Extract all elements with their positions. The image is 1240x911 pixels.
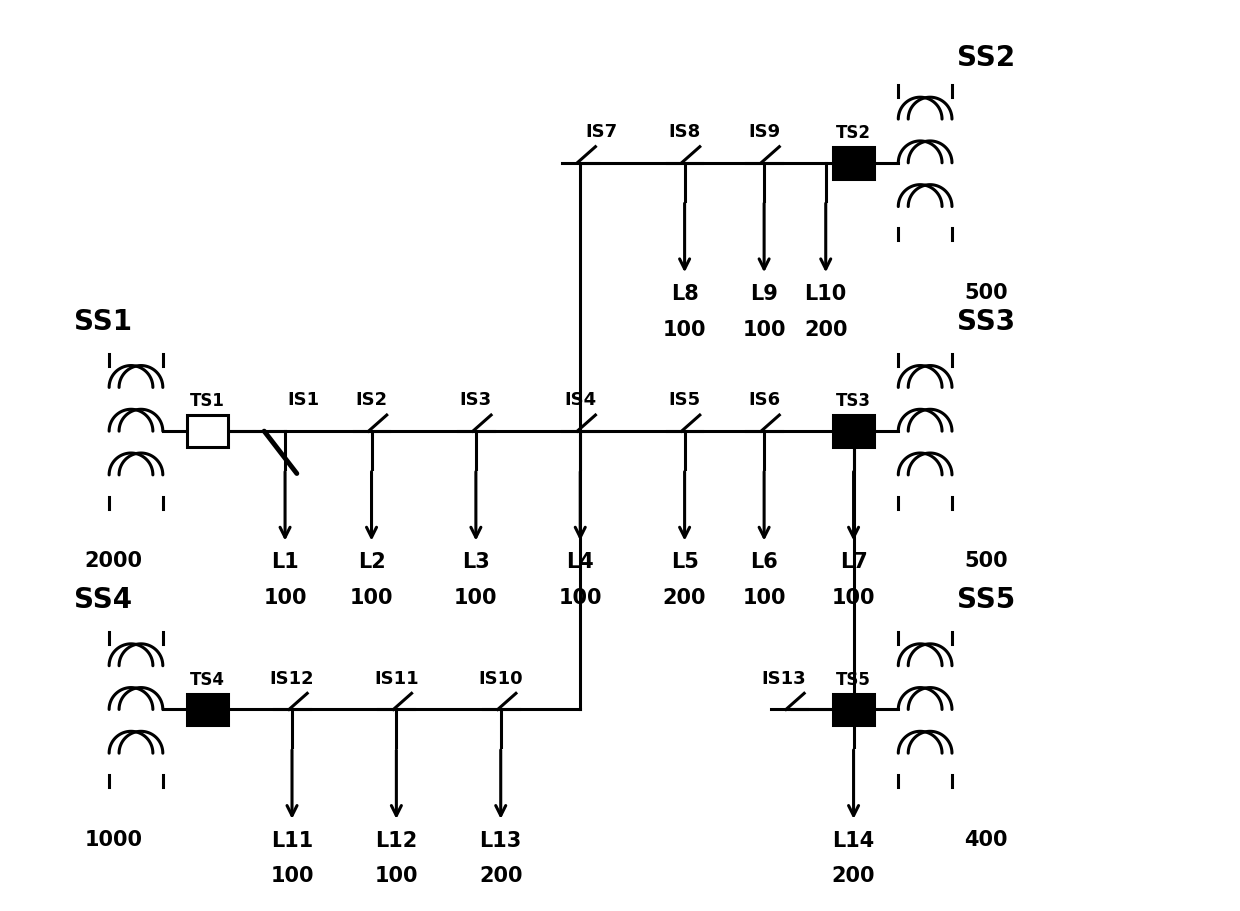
Text: IS5: IS5 xyxy=(668,392,701,409)
Text: 1000: 1000 xyxy=(84,830,143,850)
Text: 200: 200 xyxy=(832,866,875,886)
Text: 100: 100 xyxy=(743,320,786,340)
Text: 100: 100 xyxy=(663,320,707,340)
Text: L4: L4 xyxy=(567,552,594,572)
Text: 100: 100 xyxy=(374,866,418,886)
Text: TS2: TS2 xyxy=(836,124,870,142)
Text: 200: 200 xyxy=(663,589,707,609)
FancyBboxPatch shape xyxy=(187,693,228,725)
Text: 500: 500 xyxy=(963,551,1008,571)
Text: 500: 500 xyxy=(963,283,1008,303)
Text: SS3: SS3 xyxy=(957,308,1016,336)
Text: L7: L7 xyxy=(839,552,868,572)
Text: TS1: TS1 xyxy=(190,393,224,410)
Text: 200: 200 xyxy=(479,866,522,886)
Text: L13: L13 xyxy=(480,831,522,851)
FancyBboxPatch shape xyxy=(187,415,228,447)
Text: L11: L11 xyxy=(270,831,314,851)
Text: L6: L6 xyxy=(750,552,777,572)
Text: SS2: SS2 xyxy=(957,45,1016,72)
Text: SS1: SS1 xyxy=(74,308,133,336)
Text: TS3: TS3 xyxy=(836,393,870,410)
Text: L1: L1 xyxy=(272,552,299,572)
Text: IS9: IS9 xyxy=(748,123,780,141)
Text: 100: 100 xyxy=(832,589,875,609)
Text: 400: 400 xyxy=(963,830,1007,850)
FancyBboxPatch shape xyxy=(833,147,874,179)
Text: IS3: IS3 xyxy=(460,392,492,409)
Text: 100: 100 xyxy=(743,589,786,609)
Text: IS2: IS2 xyxy=(356,392,388,409)
Text: IS11: IS11 xyxy=(374,670,419,688)
Text: 100: 100 xyxy=(558,589,601,609)
Text: IS6: IS6 xyxy=(748,392,780,409)
Text: IS12: IS12 xyxy=(269,670,314,688)
Text: TS4: TS4 xyxy=(190,670,224,689)
Text: IS13: IS13 xyxy=(761,670,806,688)
Text: 200: 200 xyxy=(804,320,847,340)
Text: L3: L3 xyxy=(463,552,490,572)
Text: SS5: SS5 xyxy=(957,586,1016,614)
FancyBboxPatch shape xyxy=(833,415,874,447)
Text: 2000: 2000 xyxy=(84,551,143,571)
Text: L2: L2 xyxy=(357,552,386,572)
Text: 100: 100 xyxy=(350,589,393,609)
Text: IS4: IS4 xyxy=(564,392,596,409)
Text: 100: 100 xyxy=(454,589,497,609)
Text: IS1: IS1 xyxy=(286,392,319,409)
Text: L10: L10 xyxy=(805,284,847,304)
Text: L8: L8 xyxy=(671,284,698,304)
Text: IS10: IS10 xyxy=(479,670,523,688)
Text: L14: L14 xyxy=(832,831,874,851)
FancyBboxPatch shape xyxy=(833,693,874,725)
Text: SS4: SS4 xyxy=(74,586,133,614)
Text: IS8: IS8 xyxy=(668,123,701,141)
Text: TS5: TS5 xyxy=(836,670,870,689)
Text: 100: 100 xyxy=(270,866,314,886)
Text: L12: L12 xyxy=(376,831,418,851)
Text: 100: 100 xyxy=(263,589,306,609)
Text: L5: L5 xyxy=(671,552,698,572)
Text: IS7: IS7 xyxy=(585,123,618,141)
Text: L9: L9 xyxy=(750,284,777,304)
